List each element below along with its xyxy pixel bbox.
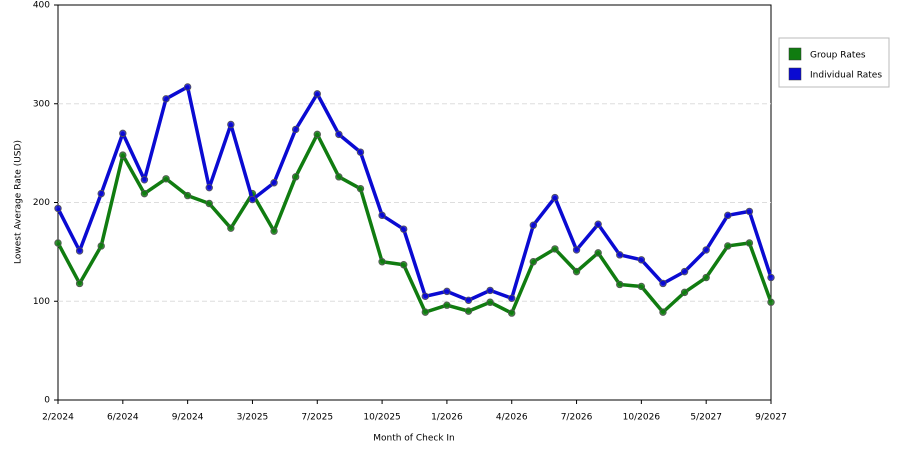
data-point	[75, 279, 84, 288]
data-point	[680, 267, 689, 276]
data-point	[594, 220, 602, 228]
legend-swatch	[788, 67, 802, 81]
data-point	[421, 292, 430, 301]
y-tick-label: 0	[44, 396, 50, 406]
data-point	[140, 176, 149, 184]
data-point	[551, 193, 559, 202]
data-point	[572, 267, 581, 276]
data-point	[183, 83, 192, 91]
data-point	[313, 90, 321, 98]
data-point	[616, 251, 624, 259]
x-tick-label: 9/2027	[755, 413, 787, 423]
data-point	[291, 125, 300, 134]
data-point	[745, 207, 754, 216]
data-point	[162, 175, 170, 183]
data-point	[75, 247, 84, 255]
legend-label: Group Rates	[810, 51, 866, 61]
series-line	[56, 132, 773, 315]
data-point	[119, 151, 127, 159]
data-point	[767, 298, 775, 306]
data-point	[270, 179, 278, 187]
data-point	[551, 245, 559, 253]
y-tick-label: 100	[33, 297, 50, 307]
x-tick-label: 4/2026	[496, 413, 528, 423]
data-point	[291, 173, 300, 181]
data-point	[702, 246, 710, 254]
data-point	[162, 95, 170, 103]
x-tick-label: 6/2024	[107, 413, 139, 423]
data-point	[183, 191, 192, 200]
data-point	[594, 249, 602, 257]
data-point	[399, 225, 408, 233]
data-point	[54, 204, 62, 213]
data-point	[443, 301, 451, 309]
data-point	[248, 195, 257, 204]
y-tick-label: 300	[33, 99, 50, 109]
data-point	[486, 286, 494, 295]
data-point	[443, 287, 451, 296]
data-point	[745, 239, 754, 247]
x-tick-label: 9/2024	[172, 413, 204, 423]
data-point	[529, 221, 538, 229]
data-point	[399, 261, 408, 269]
data-point	[378, 211, 386, 220]
data-point	[97, 189, 105, 198]
series-line	[56, 85, 773, 303]
y-axis-label: Lowest Average Rate (USD)	[14, 140, 24, 264]
data-point	[356, 184, 365, 193]
data-point	[313, 130, 321, 139]
data-point	[572, 246, 581, 254]
data-point	[97, 242, 105, 250]
data-point	[724, 211, 732, 220]
data-point	[335, 130, 343, 139]
data-point	[205, 199, 213, 208]
data-point	[616, 280, 624, 289]
data-point	[637, 282, 646, 291]
x-tick-label: 10/2026	[623, 413, 661, 423]
x-tick-label: 5/2027	[690, 413, 722, 423]
data-point	[227, 120, 235, 129]
x-tick-label: 2/2024	[42, 413, 74, 423]
x-tick-label: 7/2026	[561, 413, 593, 423]
data-point	[227, 224, 235, 232]
x-tick-label: 7/2025	[301, 413, 333, 423]
data-point	[724, 242, 732, 250]
y-tick-label: 400	[33, 1, 50, 11]
data-point	[767, 273, 775, 282]
data-point	[486, 298, 494, 306]
data-point	[464, 296, 473, 304]
data-point	[119, 129, 127, 138]
data-point	[54, 239, 62, 247]
data-point	[637, 256, 646, 264]
x-tick-label: 3/2025	[237, 413, 269, 423]
x-axis-label: Month of Check In	[373, 434, 455, 444]
data-point	[356, 148, 365, 156]
data-point	[205, 183, 213, 192]
data-point	[659, 279, 667, 288]
data-point	[270, 227, 278, 235]
data-point	[659, 308, 667, 316]
x-tick-label: 1/2026	[431, 413, 463, 423]
legend-swatch	[788, 47, 802, 61]
data-point	[529, 258, 538, 266]
data-point	[140, 189, 149, 198]
legend-label: Individual Rates	[810, 71, 882, 81]
data-point	[335, 173, 343, 181]
data-point	[378, 258, 386, 266]
y-tick-label: 200	[33, 198, 50, 208]
data-point	[680, 288, 689, 297]
data-point	[508, 309, 516, 317]
data-point	[702, 273, 710, 282]
x-tick-label: 10/2025	[363, 413, 400, 423]
data-point	[421, 308, 430, 316]
data-point	[464, 307, 473, 315]
data-point	[508, 294, 516, 302]
